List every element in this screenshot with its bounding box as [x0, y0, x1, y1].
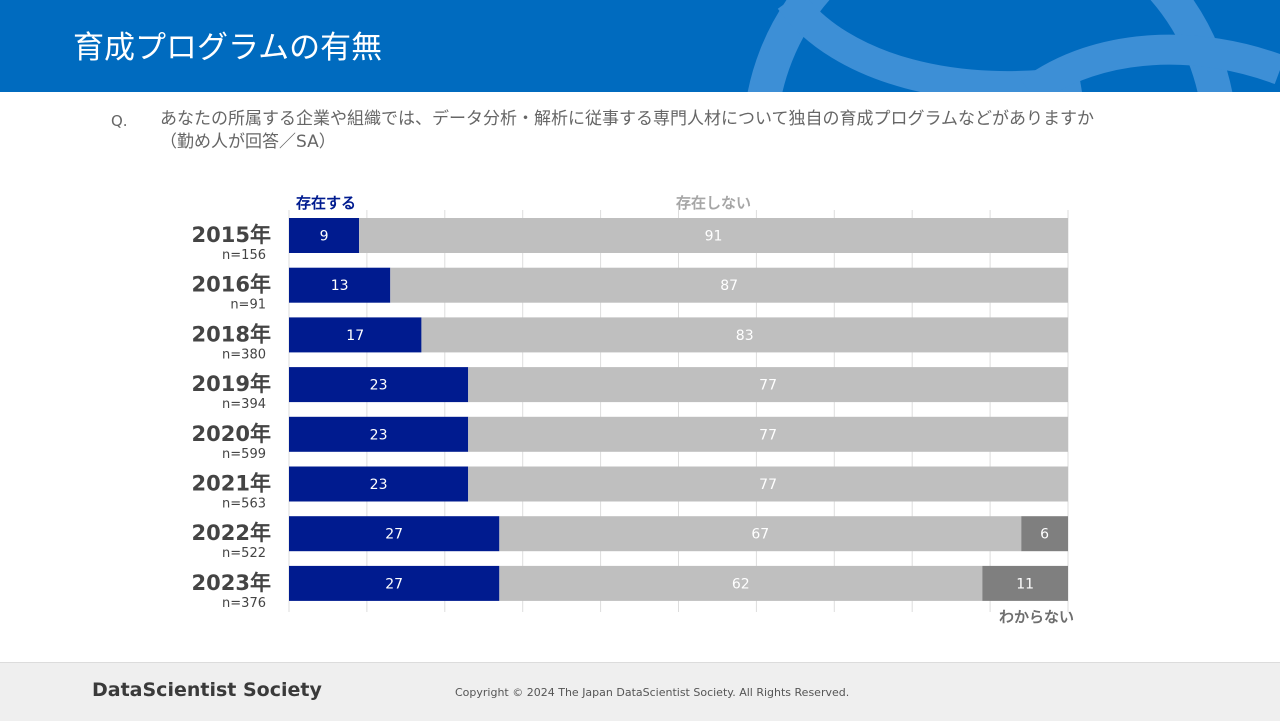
- data-label: 9: [320, 229, 329, 245]
- data-label: 23: [370, 477, 388, 493]
- category-label: 2016年: [192, 273, 271, 297]
- data-label: 77: [759, 378, 777, 394]
- bar-segment-1: [289, 466, 469, 502]
- globe-decoration-icon: [747, 0, 1280, 92]
- copyright-text: Copyright © 2024 The Japan DataScientist…: [455, 686, 850, 699]
- question-text: あなたの所属する企業や組織では、データ分析・解析に従事する専門人材について独自の…: [160, 109, 1094, 152]
- page-title: 育成プログラムの有無: [73, 30, 383, 66]
- data-label: 91: [705, 229, 723, 245]
- footer: DataScientist Society Copyright © 2024 T…: [0, 662, 1280, 721]
- data-label: 23: [370, 427, 388, 443]
- brand-logo: DataScientist Society: [92, 679, 322, 701]
- data-label: 11: [1016, 576, 1034, 592]
- header-bar: 育成プログラムの有無: [0, 0, 1280, 92]
- bar-segment-2: [468, 367, 1068, 403]
- data-label: 77: [759, 477, 777, 493]
- category-label: 2020年: [192, 422, 271, 446]
- bar-segment-3: [1021, 516, 1068, 552]
- data-label: 77: [759, 427, 777, 443]
- bar-segment-2: [468, 466, 1068, 502]
- data-label: 83: [736, 328, 754, 344]
- bar-segment-1: [289, 565, 500, 601]
- bar-segment-1: [289, 416, 469, 452]
- data-label: 67: [751, 527, 769, 543]
- data-label: 13: [331, 278, 349, 294]
- legend-label-1: 存在する: [296, 194, 356, 212]
- question-marker: Q.: [111, 112, 128, 130]
- sample-size-label: n=599: [222, 447, 266, 462]
- bar-segment-3: [982, 565, 1068, 601]
- legend-label-3: わからない: [999, 608, 1074, 626]
- category-label: 2015年: [192, 223, 271, 247]
- bar-segment-1: [289, 267, 391, 303]
- legend-label-2: 存在しない: [676, 194, 751, 212]
- category-label: 2021年: [192, 472, 271, 496]
- bar-segment-1: [289, 317, 422, 353]
- bar-segment-1: [289, 367, 469, 403]
- category-label: 2023年: [192, 571, 271, 595]
- bar-segment-2: [499, 516, 1022, 552]
- data-label: 87: [720, 278, 738, 294]
- sample-size-label: n=376: [222, 596, 266, 611]
- bar-segment-2: [359, 218, 1068, 253]
- bar-segment-1: [289, 218, 360, 253]
- bar-segment-2: [468, 416, 1068, 452]
- sample-size-label: n=380: [222, 347, 266, 362]
- bar-segment-2: [421, 317, 1068, 353]
- data-label: 27: [385, 527, 403, 543]
- sample-size-label: n=522: [222, 546, 266, 561]
- sample-size-label: n=394: [222, 397, 266, 412]
- sample-size-label: n=91: [230, 298, 266, 313]
- sample-size-label: n=156: [222, 248, 266, 263]
- data-label: 23: [370, 378, 388, 394]
- category-label: 2022年: [192, 521, 271, 545]
- bar-segment-2: [390, 267, 1068, 303]
- data-label: 27: [385, 576, 403, 592]
- data-label: 17: [346, 328, 364, 344]
- data-label: 6: [1040, 527, 1049, 543]
- sample-size-label: n=563: [222, 497, 266, 512]
- category-label: 2019年: [192, 372, 271, 396]
- bar-segment-1: [289, 516, 500, 552]
- data-label: 62: [732, 576, 750, 592]
- category-label: 2018年: [192, 322, 271, 346]
- bar-segment-2: [499, 565, 983, 601]
